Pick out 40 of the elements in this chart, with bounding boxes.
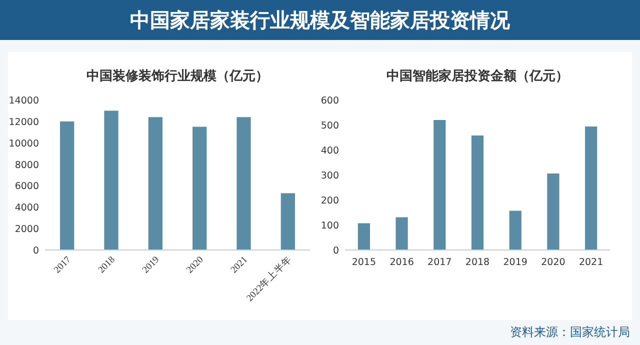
y-tick-label: 2000 (14, 224, 39, 236)
x-tick-label: 2019 (503, 257, 528, 268)
y-tick-label: 500 (320, 120, 339, 132)
chart-title: 中国家居家装行业规模及智能家居投资情况 (130, 8, 511, 32)
y-tick-label: 0 (332, 246, 339, 256)
y-tick-label: 200 (320, 196, 339, 206)
x-tick-label: 2020 (541, 257, 566, 268)
x-tick-label: 2015 (352, 257, 376, 268)
bar (434, 120, 446, 250)
x-tick-label: 2016 (390, 257, 414, 268)
x-tick-label: 2021 (578, 257, 604, 268)
y-tick-label: 400 (320, 146, 339, 156)
bar (471, 136, 484, 250)
y-tick-label: 12000 (8, 116, 39, 128)
text: 资料来源：国家统计局 (510, 325, 630, 339)
x-tick-label: 2017 (428, 257, 452, 268)
bar (104, 110, 118, 250)
bar (585, 126, 598, 250)
bar (60, 121, 74, 250)
bar (236, 117, 251, 250)
x-tick-label: 2018 (465, 257, 490, 268)
bar (396, 217, 408, 250)
bar (280, 193, 295, 250)
x-tick-label: 2021 (229, 254, 250, 276)
y-tick-label: 0 (32, 246, 39, 256)
bar (547, 174, 560, 250)
bar (358, 223, 370, 250)
bar (148, 117, 162, 250)
y-tick-label: 8000 (14, 160, 39, 171)
y-tick-label: 100 (320, 220, 339, 232)
chart-subtitle: 中国装修装饰行业规模（亿元） (86, 69, 268, 84)
y-tick-label: 6000 (14, 181, 39, 192)
y-tick-label: 10000 (8, 138, 39, 150)
bar (192, 126, 207, 250)
y-tick-label: 600 (320, 96, 339, 106)
y-tick-label: 4000 (14, 202, 39, 214)
chart-title: 中国智能家居投资金额（亿元） (386, 68, 568, 84)
y-tick-label: 300 (320, 170, 339, 182)
bar (509, 210, 522, 250)
y-tick-label: 14000 (8, 96, 39, 106)
